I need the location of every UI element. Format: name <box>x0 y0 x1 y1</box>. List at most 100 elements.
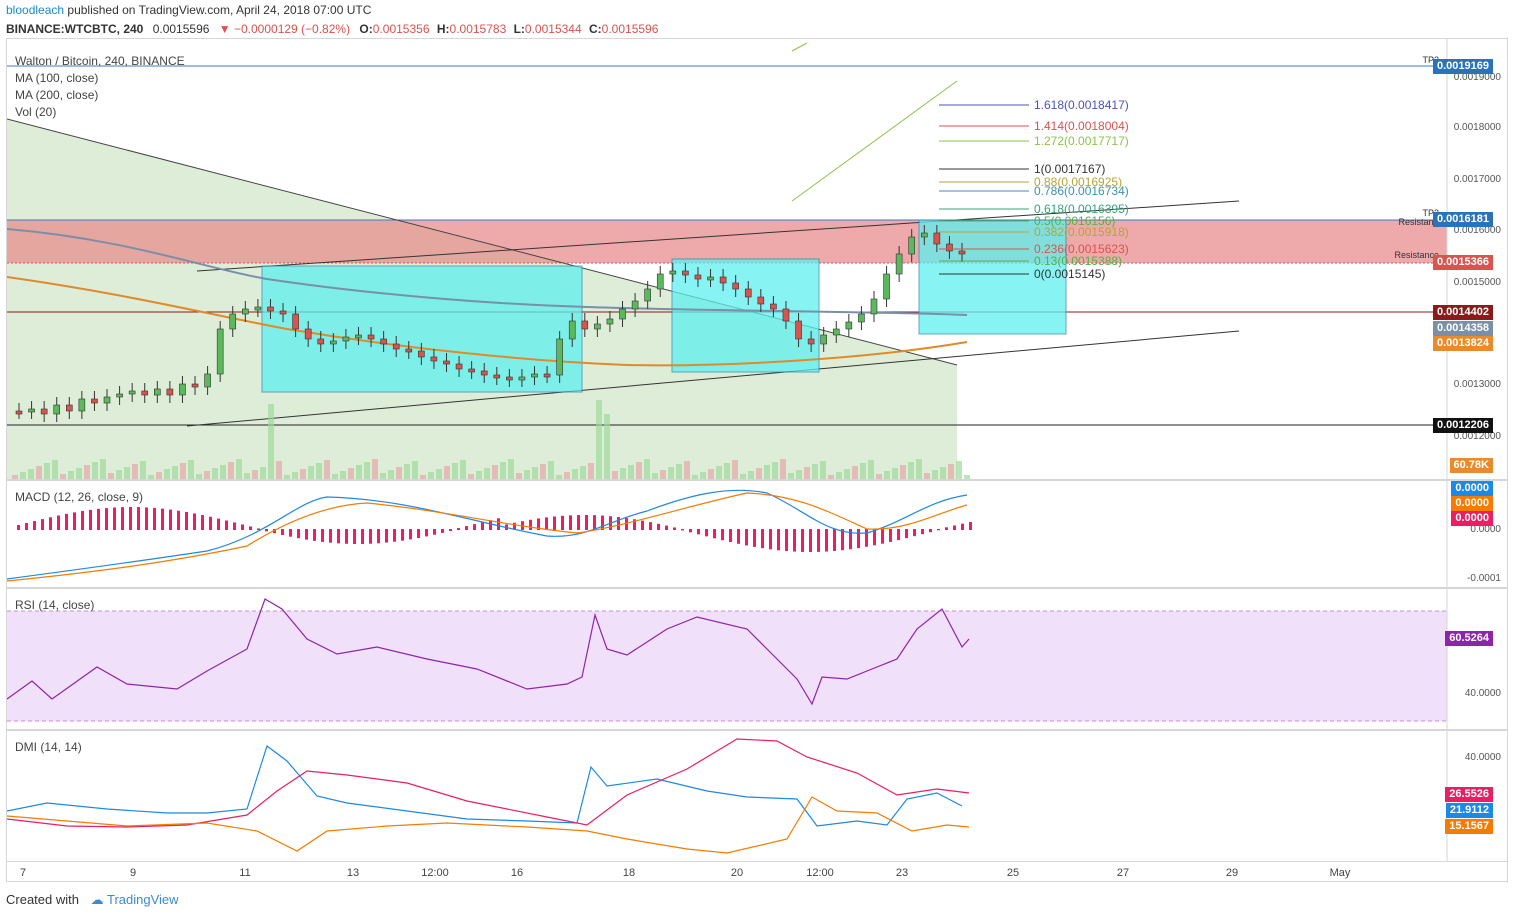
macd-histogram-bar <box>545 517 548 530</box>
ma-200-line <box>7 276 968 367</box>
candle-body <box>455 363 463 370</box>
author-link[interactable]: bloodleach <box>6 3 65 17</box>
volume-bar <box>924 473 930 479</box>
candle-body <box>518 376 526 381</box>
volume-bar <box>628 465 634 479</box>
tradingview-brand-link[interactable]: TradingView <box>107 892 179 907</box>
volume-bar <box>20 472 26 479</box>
macd-histogram-bar <box>881 529 884 544</box>
volume-bar <box>748 471 754 479</box>
fib-level-label: 0.786(0.0016734) <box>1034 184 1129 198</box>
rsi-chart[interactable] <box>7 589 1508 730</box>
volume-bar <box>780 459 786 479</box>
candle-body <box>619 308 626 320</box>
time-tick-label: 12:00 <box>806 867 834 879</box>
candle-body <box>556 338 563 376</box>
macd-histogram-bar <box>633 519 636 530</box>
price-badge-ma200: 0.0013824 <box>1433 336 1493 351</box>
macd-histogram-bar <box>961 523 964 530</box>
volume-bar <box>732 460 738 479</box>
fib-level-label: 1.272(0.0017717) <box>1034 134 1129 148</box>
macd-histogram-bar <box>649 522 652 530</box>
macd-histogram-bar <box>857 529 860 549</box>
macd-histogram-bar <box>417 529 420 538</box>
time-tick-label: 16 <box>511 867 523 879</box>
macd-histogram-bar <box>337 529 340 544</box>
volume-bar <box>756 468 762 479</box>
macd-histogram-bar <box>329 529 332 543</box>
resistance-top-label: Resistance <box>1398 217 1443 227</box>
macd-histogram-bar <box>593 515 596 530</box>
open-value: 0.0015356 <box>372 22 430 36</box>
candle-body <box>883 273 890 300</box>
macd-tick: 0.0000 <box>1470 524 1501 535</box>
volume-bar <box>724 463 730 479</box>
time-tick-label: 18 <box>623 867 635 879</box>
price-tick: 0.0017000 <box>1453 174 1501 185</box>
high-label: H: <box>436 22 450 36</box>
rsi-tick: 40.0000 <box>1464 688 1501 699</box>
time-tick-label: 7 <box>20 867 26 879</box>
candle-body <box>581 320 589 330</box>
dmi-pane[interactable]: DMI (14, 14) 40.0000 26.5526 21.9112 15.… <box>6 730 1508 862</box>
macd-histogram-bar <box>33 521 36 530</box>
candle-body <box>795 320 802 340</box>
plus-di-badge: 21.9112 <box>1445 803 1493 818</box>
volume-bar <box>524 470 530 479</box>
candle-body <box>858 313 865 323</box>
macd-histogram-bar <box>753 529 756 547</box>
candle-body <box>279 310 287 315</box>
candlesticks <box>15 225 966 422</box>
macd-pane[interactable]: MACD (12, 26, close, 9) 0.0000 -0.0001 0… <box>6 480 1508 588</box>
volume-bar <box>668 467 674 479</box>
open-label: O: <box>359 22 373 36</box>
macd-chart[interactable] <box>7 481 1508 588</box>
candle-body <box>807 338 815 345</box>
price-pane[interactable]: 1.618(0.0018417) 1.414(0.0018004) 1.272(0.… <box>6 38 1508 480</box>
macd-histogram-bar <box>433 529 436 535</box>
time-axis[interactable]: 7 9 11 13 12:00 16 18 20 12:00 23 25 27 29 May <box>6 862 1508 882</box>
volume-bar <box>396 467 402 479</box>
macd-histogram-bar <box>193 513 196 530</box>
macd-histogram-bar <box>945 527 948 530</box>
volume-bar <box>508 459 514 479</box>
macd-histogram-bar <box>681 529 684 531</box>
macd-histogram-bar <box>441 529 444 533</box>
tp2-zone-label: TP2 <box>1422 208 1439 218</box>
rsi-pane[interactable]: RSI (14, close) 40.0000 60.5264 <box>6 588 1508 730</box>
candle-body <box>895 253 903 275</box>
candle-body <box>606 318 614 325</box>
macd-histogram-bar <box>529 519 532 530</box>
volume-bar <box>612 471 618 479</box>
volume-bar <box>604 414 610 479</box>
fib-level-label: 1.618(0.0018417) <box>1034 98 1129 112</box>
macd-histogram-bar <box>281 529 284 536</box>
adx-badge: 26.5526 <box>1445 787 1493 802</box>
macd-histogram-bar <box>825 529 828 552</box>
dmi-tick: 40.0000 <box>1464 752 1501 763</box>
volume-bar <box>956 461 962 479</box>
macd-histogram-bar <box>361 529 364 544</box>
signal-line <box>7 492 968 582</box>
volume-bar <box>332 474 338 479</box>
macd-histogram-bar <box>241 524 244 530</box>
dmi-chart[interactable] <box>7 731 1508 862</box>
price-chart[interactable]: 1.618(0.0018417) 1.414(0.0018004)1.272(0.… <box>7 39 1508 480</box>
candle-body <box>28 408 35 413</box>
macd-histogram-bar <box>89 509 92 530</box>
candle-body <box>40 408 48 415</box>
macd-histogram-bar <box>129 507 132 530</box>
macd-histogram-bar <box>769 529 772 550</box>
candle-body <box>631 300 639 310</box>
volume-bar <box>660 470 666 479</box>
symbol-label: BINANCE:WTCBTC, 240 <box>6 22 144 36</box>
macd-histogram-bar <box>889 529 892 542</box>
candle-body <box>304 328 312 340</box>
volume-bar <box>316 463 322 479</box>
candle-body <box>392 343 400 350</box>
volume-bar <box>308 466 314 479</box>
macd-histogram-bar <box>113 507 116 530</box>
macd-histogram-bar <box>689 529 692 533</box>
macd-histogram-bar <box>873 529 876 546</box>
fib-level-label: 0.88(0.0016925) <box>1034 175 1122 189</box>
